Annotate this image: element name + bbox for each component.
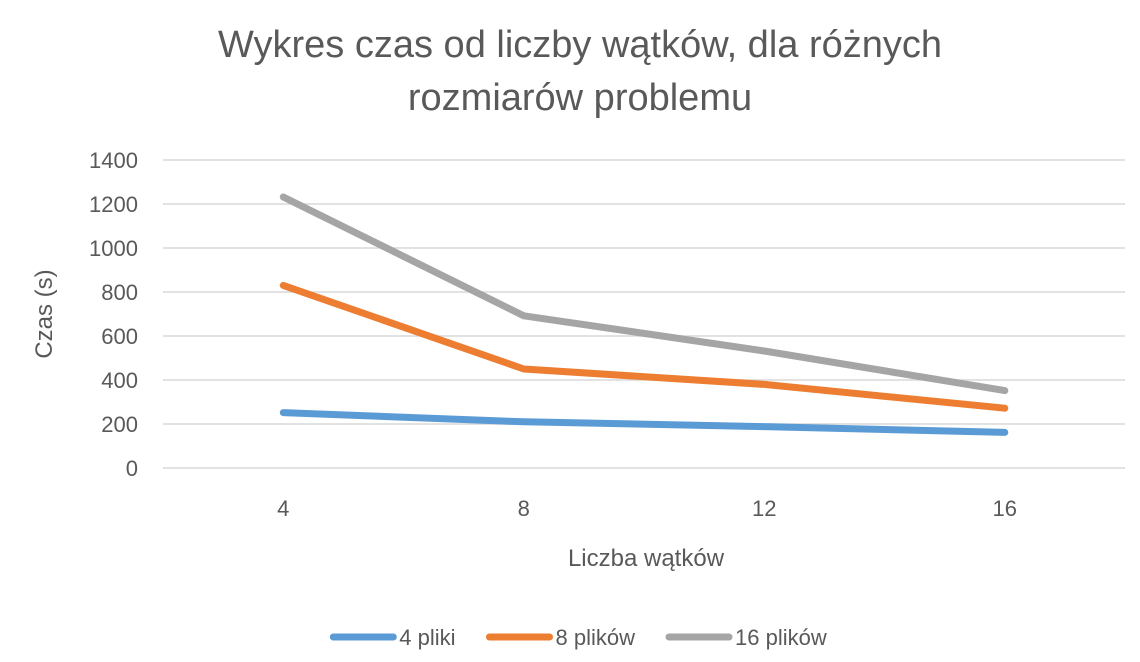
y-tick-label: 600: [101, 324, 138, 349]
legend-item: 8 plików: [486, 625, 636, 650]
legend-item: 16 plików: [665, 625, 827, 650]
y-tick-label: 1000: [89, 236, 138, 261]
y-tick-label: 400: [101, 368, 138, 393]
y-tick-label: 0: [126, 456, 138, 481]
series-lines: [279, 193, 1009, 436]
x-tick-label: 4: [277, 496, 289, 521]
series-line-1: [279, 409, 1009, 436]
y-tick-label: 1400: [89, 148, 138, 173]
y-axis-ticks: 0 200 400 600 800 1000 1200 1400: [89, 148, 138, 481]
y-tick-label: 200: [101, 412, 138, 437]
x-tick-label: 12: [752, 496, 776, 521]
y-tick-label: 1200: [89, 192, 138, 217]
x-tick-label: 16: [993, 496, 1017, 521]
y-tick-label: 800: [101, 280, 138, 305]
chart-title-line-1: Wykres czas od liczby wątków, dla różnyc…: [218, 24, 942, 66]
chart-title: Wykres czas od liczby wątków, dla różnyc…: [218, 24, 942, 119]
y-axis-label: Czas (s): [31, 269, 58, 358]
legend-label: 4 pliki: [399, 625, 455, 650]
x-tick-label: 8: [518, 496, 530, 521]
legend-item: 4 pliki: [329, 625, 456, 650]
series-line-3: [279, 193, 1009, 395]
legend: 4 pliki 8 plików 16 plików: [329, 625, 827, 650]
chart-title-line-2: rozmiarów problemu: [408, 77, 752, 119]
x-axis-label: Liczba wątków: [568, 545, 725, 572]
legend-label: 16 plików: [735, 625, 827, 650]
x-axis-ticks: 4 8 12 16: [277, 496, 1017, 521]
series-line-2: [279, 281, 1009, 412]
legend-label: 8 plików: [556, 625, 636, 650]
